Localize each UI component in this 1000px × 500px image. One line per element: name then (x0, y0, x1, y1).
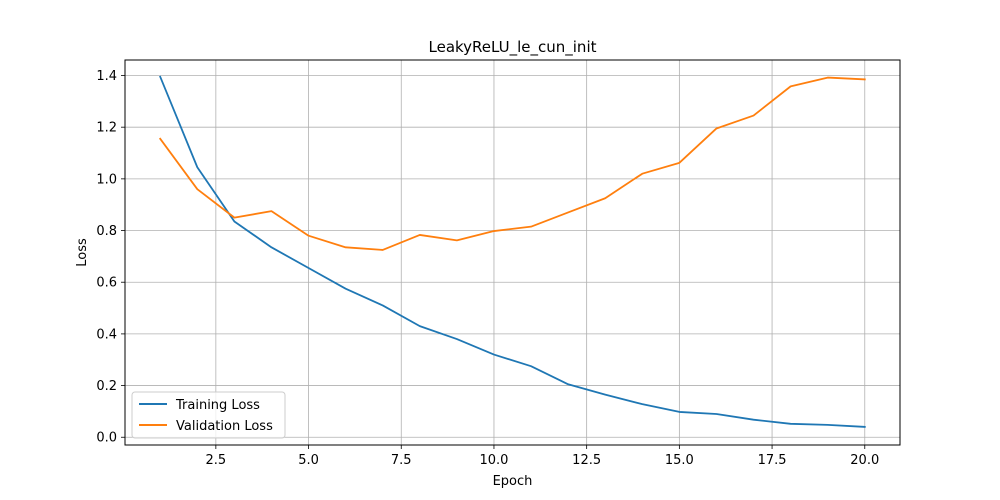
legend-label-training-loss: Training Loss (175, 398, 260, 413)
y-tick-label: 0.2 (96, 379, 117, 394)
x-axis-ticks: 2.5 5.0 7.5 10.0 12.5 15.0 17.5 20.0 (206, 445, 879, 468)
x-tick-label: 2.5 (206, 453, 227, 468)
y-tick-label: 0.0 (96, 431, 117, 446)
y-tick-label: 1.2 (96, 121, 117, 136)
series-layer (158, 75, 866, 428)
x-tick-label: 12.5 (572, 453, 601, 468)
x-axis-label: Epoch (493, 474, 533, 489)
chart-title: LeakyReLU_le_cun_init (429, 38, 597, 57)
x-tick-label: 15.0 (665, 453, 694, 468)
y-tick-label: 1.0 (96, 172, 117, 187)
y-axis-ticks: 0.0 0.2 0.4 0.6 0.8 1.0 1.2 1.4 (96, 69, 125, 446)
y-axis-label: Loss (75, 238, 90, 267)
y-tick-label: 0.4 (96, 327, 117, 342)
x-tick-label: 7.5 (391, 453, 412, 468)
series-line-validation-loss (158, 76, 866, 251)
legend: Training Loss Validation Loss (131, 391, 286, 439)
x-tick-label: 5.0 (298, 453, 319, 468)
plot-frame (124, 59, 901, 446)
y-tick-label: 0.6 (96, 276, 117, 291)
y-tick-label: 1.4 (96, 69, 117, 84)
series-line-training-loss (159, 75, 866, 428)
legend-box (131, 391, 286, 439)
x-tick-label: 20.0 (850, 453, 879, 468)
x-tick-label: 17.5 (758, 453, 787, 468)
y-tick-label: 0.8 (96, 224, 117, 239)
legend-label-validation-loss: Validation Loss (176, 419, 273, 434)
x-tick-label: 10.0 (479, 453, 508, 468)
